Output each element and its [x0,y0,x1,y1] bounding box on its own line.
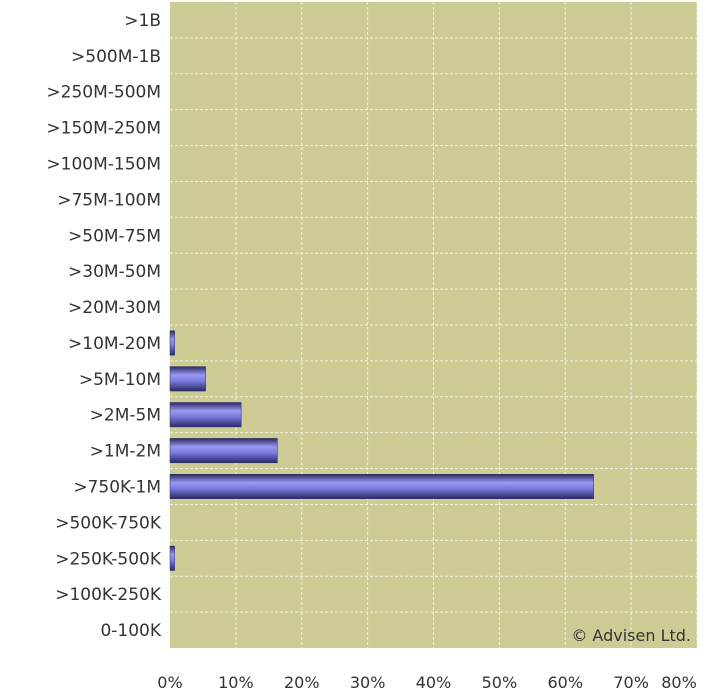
category-label: >750K-1M [73,478,161,498]
category-label: >1B [124,11,161,31]
category-label: >20M-30M [68,298,161,318]
category-label: >1M-2M [90,442,161,462]
category-label: >5M-10M [79,370,161,390]
x-tick-label: 20% [284,673,320,692]
bar [169,438,278,464]
category-label: >2M-5M [90,406,161,426]
x-tick-label: 10% [218,673,254,692]
x-tick-labels: 0% 10% 20% 30% 40% 50% 60% 70% 80% [157,673,696,692]
x-tick-label: 80% [661,673,697,692]
category-label: >250M-500M [46,83,161,103]
category-labels: >1B >500M-1B >250M-500M >150M-250M >100M-150… [46,11,161,641]
bar [169,330,175,356]
x-tick-label: 50% [482,673,518,692]
x-tick-label: 40% [416,673,452,692]
copyright-watermark: © Advisen Ltd. [571,626,691,645]
bar [169,366,206,392]
category-label: >100K-250K [55,585,162,605]
category-label: >30M-50M [68,262,161,282]
category-label: >100M-150M [46,155,161,175]
category-label: >500M-1B [71,47,161,67]
category-label: >250K-500K [55,549,162,569]
bars [169,330,594,571]
category-label: >50M-75M [68,226,161,246]
category-label: >10M-20M [68,334,161,354]
bar [169,402,242,428]
gridlines [170,2,698,648]
x-tick-label: 0% [157,673,182,692]
x-tick-label: 70% [613,673,649,692]
x-tick-label: 60% [547,673,583,692]
bar [169,545,175,571]
category-label: >500K-750K [55,513,162,533]
category-label: >150M-250M [46,119,161,139]
category-label: 0-100K [100,621,161,641]
bar [169,474,594,499]
category-label: >75M-100M [57,190,161,210]
x-tick-label: 30% [350,673,386,692]
